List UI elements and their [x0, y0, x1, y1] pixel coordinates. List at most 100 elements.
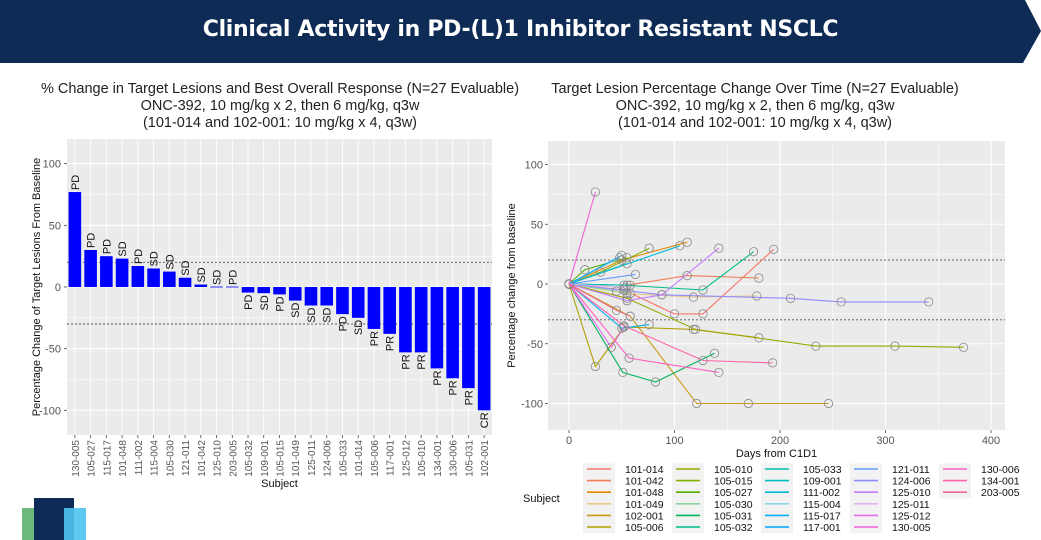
legend: Subject 101-014101-042101-048101-049102-0…	[523, 463, 1020, 534]
legend-item: 105-010	[672, 463, 753, 476]
bar	[367, 287, 381, 329]
x-tick-label: 105-006	[370, 440, 381, 477]
legend-item: 105-030	[672, 498, 753, 511]
legend-label: 105-015	[714, 476, 753, 488]
left-chart-title: % Change in Target Lesions and Best Over…	[30, 81, 530, 132]
legend-item: 102-001	[583, 509, 664, 522]
series-line-121-011	[568, 273, 636, 285]
series-line-101-048	[568, 241, 688, 285]
bar-response-label: SD	[353, 320, 365, 335]
bar	[194, 284, 208, 287]
bar-response-label: PR	[385, 336, 397, 351]
y-tick-label: -50	[527, 339, 543, 351]
data-point	[650, 377, 661, 387]
legend-label: 117-001	[803, 522, 841, 534]
bar-response-label: PR	[416, 354, 428, 369]
x-tick-label: 130-006	[449, 440, 460, 477]
bar	[304, 287, 318, 306]
bar-response-label: PD	[86, 233, 98, 248]
x-tick-label: 101-048	[118, 440, 129, 477]
series-line-125-012	[568, 283, 625, 349]
bar	[178, 277, 192, 287]
data-point	[688, 324, 699, 335]
legend-item: 105-027	[672, 486, 753, 499]
data-point	[622, 293, 632, 303]
bar	[383, 287, 396, 334]
data-point	[754, 273, 764, 283]
legend-item: 101-042	[583, 475, 664, 488]
bar-response-label: PD	[275, 296, 287, 311]
legend-item: 109-001	[761, 475, 842, 488]
series-line-102-001	[568, 283, 829, 405]
data-point	[692, 398, 702, 409]
legend-label: 102-001	[625, 510, 664, 522]
data-point	[606, 342, 616, 352]
data-point	[714, 367, 724, 378]
series-line-130-005	[568, 191, 596, 285]
legend-label: 121-011	[892, 464, 930, 476]
data-point	[580, 265, 590, 275]
x-tick-label: 125-010	[213, 440, 224, 477]
bar	[399, 287, 412, 353]
page-title: Clinical Activity in PD-(L)1 Inhibitor R…	[202, 17, 839, 42]
data-point	[743, 398, 753, 409]
data-point	[669, 309, 680, 319]
legend-item: 105-032	[672, 521, 753, 534]
y-tick-label: 0	[55, 282, 61, 294]
data-point	[698, 309, 708, 319]
legend-item: 101-049	[583, 498, 664, 511]
series-line-115-017	[568, 283, 650, 329]
series-line-105-031	[568, 283, 715, 383]
y-tick-label: -100	[521, 399, 543, 411]
legend-item: 117-001	[761, 521, 841, 534]
company-logo	[22, 498, 86, 540]
data-point	[675, 241, 685, 251]
data-point	[769, 244, 779, 254]
bar	[225, 286, 239, 288]
series-line-203-005	[568, 283, 631, 317]
legend-label: 101-014	[625, 464, 664, 476]
x-axis-title: Days from C1D1	[736, 448, 817, 460]
x-tick-label: 130-005	[71, 440, 82, 477]
x-tick-label: 111-002	[134, 440, 145, 476]
data-point	[622, 259, 632, 269]
data-point	[644, 320, 654, 330]
data-point	[590, 361, 600, 372]
legend-label: 130-005	[892, 522, 931, 534]
legend-item: 115-017	[761, 509, 841, 522]
legend-label: 105-027	[714, 487, 753, 499]
legend-label: 115-017	[803, 510, 841, 522]
bar	[68, 192, 82, 287]
legend-label: 109-001	[803, 476, 842, 488]
bar	[462, 287, 475, 389]
bar	[336, 287, 349, 315]
bar	[241, 287, 255, 293]
bar-response-label: SD	[149, 251, 161, 266]
data-point	[698, 355, 708, 366]
y-axis-title: Percentage change from baseline	[506, 203, 518, 368]
data-point	[622, 253, 632, 263]
legend-label: 124-006	[892, 476, 931, 488]
data-point	[619, 321, 629, 331]
legend-item: 125-012	[850, 509, 931, 522]
bar-response-label: CR	[479, 412, 491, 428]
data-point	[630, 269, 641, 280]
legend-item: 125-010	[850, 486, 931, 499]
data-point	[615, 253, 625, 263]
x-tick-label: 121-011	[181, 440, 192, 476]
bar	[84, 250, 97, 287]
legend-label: 125-011	[892, 499, 930, 511]
x-tick-label: 105-033	[338, 440, 349, 477]
bar-response-label: PR	[400, 354, 412, 369]
data-point	[618, 367, 628, 378]
series-line-134-001	[568, 283, 773, 364]
bar	[414, 287, 428, 353]
legend-item: 111-002	[761, 486, 840, 499]
data-point	[924, 297, 934, 307]
x-tick-label: 105-031	[464, 440, 475, 477]
data-point	[596, 267, 606, 277]
y-tick-label: 50	[531, 219, 543, 231]
x-tick-label: 115-004	[150, 440, 161, 476]
